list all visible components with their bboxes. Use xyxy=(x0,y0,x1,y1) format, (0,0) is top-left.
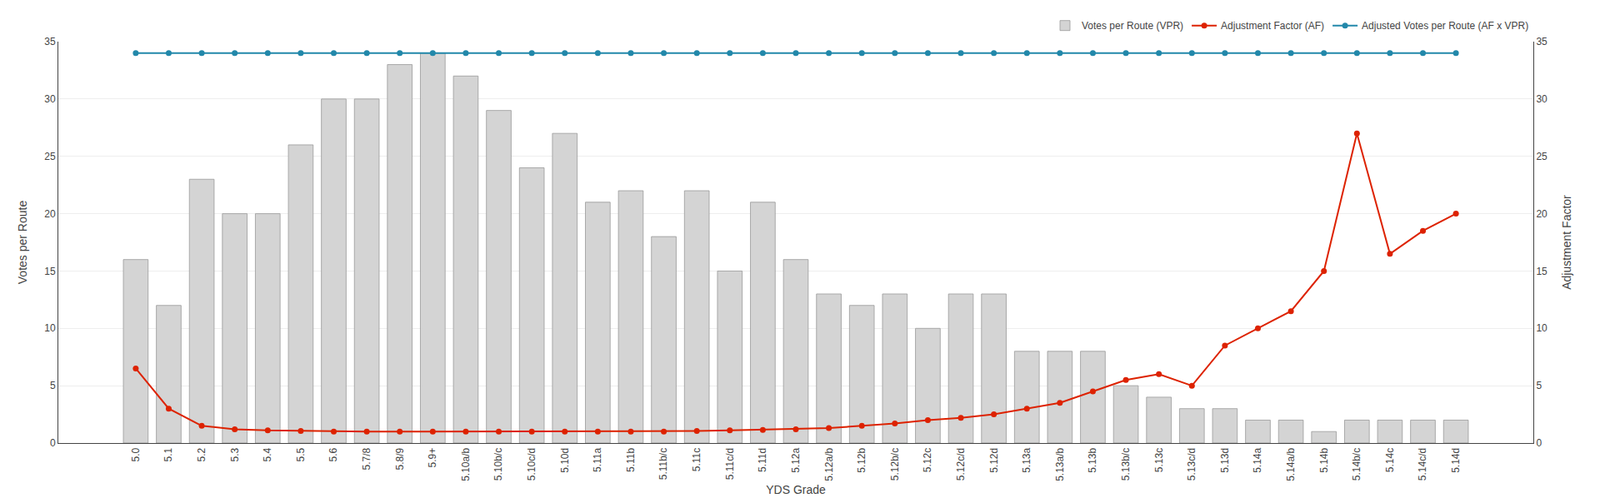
svg-text:5.12c: 5.12c xyxy=(921,448,934,473)
svg-text:5.12b/c: 5.12b/c xyxy=(889,448,901,481)
svg-text:5.12b: 5.12b xyxy=(855,447,868,473)
svg-text:5.11d: 5.11d xyxy=(756,448,769,473)
svg-text:5.10c/d: 5.10c/d xyxy=(525,448,538,481)
svg-text:5.12d: 5.12d xyxy=(988,448,1000,474)
svg-text:5.1: 5.1 xyxy=(162,447,175,462)
svg-text:5.5: 5.5 xyxy=(295,447,307,462)
svg-text:5.12c/d: 5.12c/d xyxy=(955,448,967,481)
svg-text:5.13c/d: 5.13c/d xyxy=(1185,448,1198,481)
svg-text:5.11c/d: 5.11c/d xyxy=(724,448,736,480)
svg-text:15: 15 xyxy=(44,265,56,278)
svg-text:5.11b: 5.11b xyxy=(625,447,637,472)
svg-text:5.12a: 5.12a xyxy=(790,447,802,473)
svg-text:0: 0 xyxy=(50,437,56,450)
svg-text:30: 30 xyxy=(1535,93,1548,105)
svg-text:5.13a: 5.13a xyxy=(1020,447,1033,473)
svg-text:25: 25 xyxy=(1535,150,1548,163)
svg-text:5.14d: 5.14d xyxy=(1450,448,1462,474)
svg-text:5.9+: 5.9+ xyxy=(426,448,439,469)
svg-text:35: 35 xyxy=(1535,35,1548,48)
svg-text:5.8/9: 5.8/9 xyxy=(394,447,406,470)
svg-text:5.2: 5.2 xyxy=(195,447,208,462)
svg-text:5.6: 5.6 xyxy=(327,447,340,462)
svg-text:5.7/8: 5.7/8 xyxy=(360,447,373,470)
svg-text:25: 25 xyxy=(44,150,56,163)
svg-text:5.13d: 5.13d xyxy=(1219,448,1231,474)
svg-text:5.14a: 5.14a xyxy=(1251,447,1264,473)
svg-text:5.11b/c: 5.11b/c xyxy=(657,448,670,480)
svg-text:20: 20 xyxy=(44,208,56,220)
svg-text:35: 35 xyxy=(44,35,56,48)
svg-text:5.11a: 5.11a xyxy=(591,447,604,472)
svg-text:5.0: 5.0 xyxy=(130,447,142,462)
svg-text:5.14b: 5.14b xyxy=(1318,447,1330,473)
svg-text:YDS Grade: YDS Grade xyxy=(765,483,826,497)
svg-text:5.13a/b: 5.13a/b xyxy=(1054,447,1066,481)
svg-text:5.10b/c: 5.10b/c xyxy=(492,448,505,481)
svg-text:5.3: 5.3 xyxy=(229,447,241,462)
svg-text:Adjustment Factor (AF): Adjustment Factor (AF) xyxy=(1220,20,1325,32)
svg-text:5.12a/b: 5.12a/b xyxy=(823,447,835,481)
svg-text:5.13b: 5.13b xyxy=(1086,447,1099,473)
svg-text:5.10a/b: 5.10a/b xyxy=(460,447,472,481)
svg-text:5.14c/d: 5.14c/d xyxy=(1416,448,1429,481)
svg-text:Adjusted Votes per Route (AF x: Adjusted Votes per Route (AF x VPR) xyxy=(1361,20,1529,32)
svg-text:5.14a/b: 5.14a/b xyxy=(1285,447,1297,481)
svg-text:5: 5 xyxy=(1535,380,1542,392)
svg-text:5.10d: 5.10d xyxy=(559,448,571,474)
svg-text:5.11c: 5.11c xyxy=(690,448,703,472)
svg-text:Votes per Route: Votes per Route xyxy=(15,200,30,285)
svg-text:30: 30 xyxy=(44,93,56,105)
svg-text:15: 15 xyxy=(1535,265,1548,278)
svg-text:5.14c: 5.14c xyxy=(1384,448,1396,473)
svg-text:5.13b/c: 5.13b/c xyxy=(1120,448,1132,481)
svg-text:Adjustment Factor: Adjustment Factor xyxy=(1560,195,1574,290)
svg-text:Votes per Route (VPR): Votes per Route (VPR) xyxy=(1081,20,1184,32)
svg-text:10: 10 xyxy=(1535,322,1548,335)
svg-text:0: 0 xyxy=(1535,437,1542,450)
svg-text:5.14b/c: 5.14b/c xyxy=(1350,448,1363,481)
svg-text:10: 10 xyxy=(44,322,56,335)
svg-text:5.13c: 5.13c xyxy=(1153,448,1165,473)
svg-text:20: 20 xyxy=(1535,208,1548,220)
svg-text:5: 5 xyxy=(50,380,56,392)
svg-text:5.4: 5.4 xyxy=(261,447,274,462)
